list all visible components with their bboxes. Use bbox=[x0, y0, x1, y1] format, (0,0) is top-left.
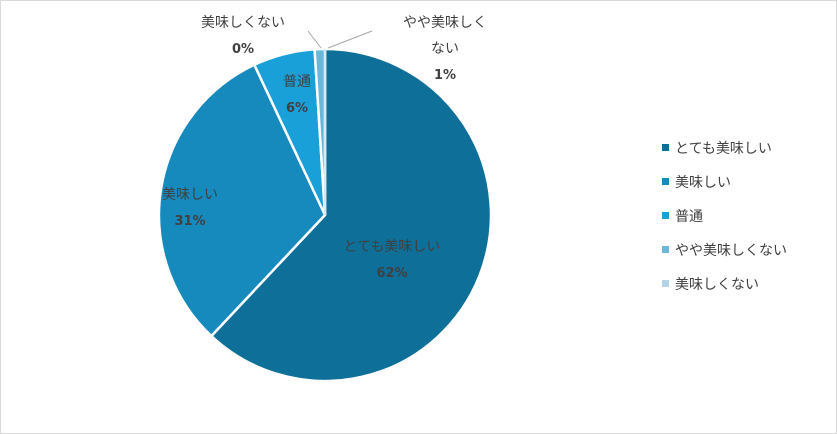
legend-swatch-4 bbox=[662, 246, 669, 253]
legend-swatch-5 bbox=[662, 280, 669, 287]
data-label-3: 普通 6% bbox=[283, 74, 311, 116]
legend-swatch-2 bbox=[662, 178, 669, 185]
legend-label-4: やや美味しくない bbox=[675, 243, 787, 259]
data-label-2: 美味しい 31% bbox=[162, 187, 218, 229]
legend-label-2: 美味しい bbox=[675, 175, 731, 191]
legend-swatch-3 bbox=[662, 212, 669, 219]
data-label-4: やや美味しくない 1% bbox=[403, 15, 487, 83]
legend-label-5: 美味しくない bbox=[675, 277, 759, 293]
leader-line-5 bbox=[307, 30, 322, 49]
pie-slice-1 bbox=[210, 47, 493, 383]
data-label-1: とても美味しい 62% bbox=[344, 239, 441, 281]
legend-label-1: とても美味しい bbox=[675, 141, 772, 157]
legend-label-3: 普通 bbox=[675, 209, 703, 225]
leader-lines bbox=[307, 30, 373, 49]
pie-slice-2 bbox=[157, 63, 327, 338]
leader-line-4 bbox=[327, 30, 373, 49]
pie-slices bbox=[157, 47, 493, 383]
legend-swatch-1 bbox=[662, 144, 669, 151]
data-label-5: 美味しくない 0% bbox=[201, 15, 285, 57]
data-labels: とても美味しい 62% 美味しい 31% 普通 6% やや美味しくない 1% 美味しくない 0% bbox=[162, 15, 487, 281]
